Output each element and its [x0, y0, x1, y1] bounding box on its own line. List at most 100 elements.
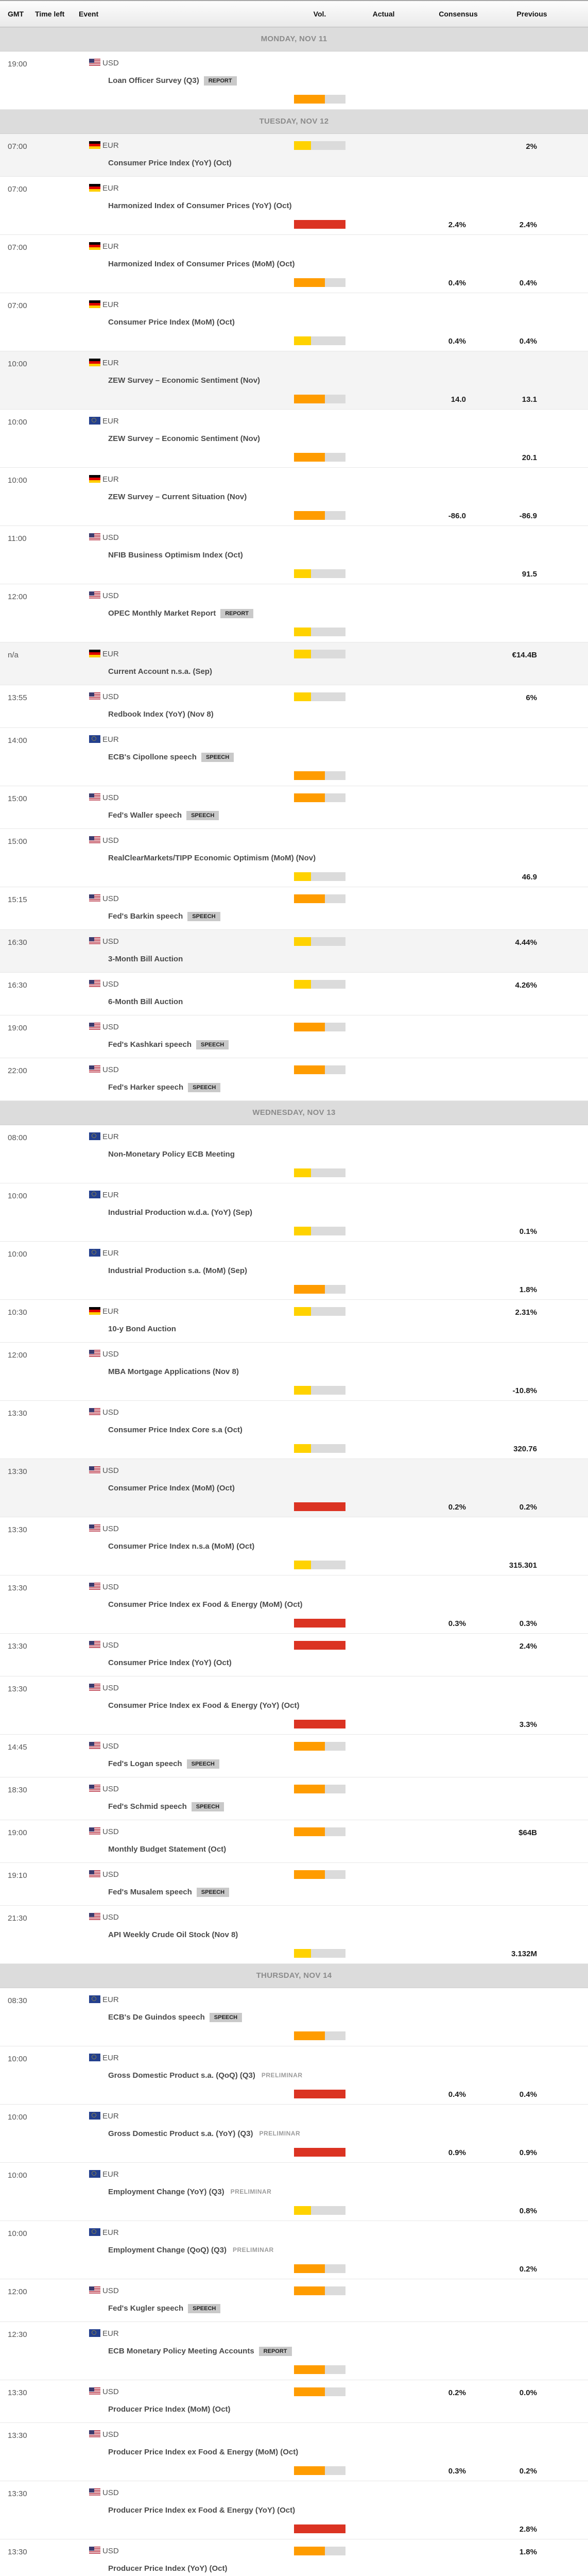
event-time: 13:30 [8, 2388, 27, 2397]
event-row[interactable]: 08:30 EUR ECB's De Guindos speech SPEECH [0, 1988, 588, 2046]
previous-value: 320.76 [513, 1445, 537, 1453]
us-flag-icon [89, 1350, 100, 1358]
event-row[interactable]: 12:00 USD Fed's Kugler speech SPEECH [0, 2279, 588, 2322]
event-currency: EUR [102, 1249, 119, 1258]
event-row[interactable]: 07:00 EUR Consumer Price Index (YoY) (Oct)… [0, 134, 588, 177]
event-time: 19:00 [8, 60, 27, 69]
currency-cell: USD [89, 1742, 119, 1751]
event-row[interactable]: 11:00 USD NFIB Business Optimism Index (Oc… [0, 526, 588, 584]
speech-badge[interactable]: SPEECH [196, 1888, 230, 1897]
event-row[interactable]: 10:00 EUR Industrial Production s.a. (MoM)… [0, 1242, 588, 1300]
event-currency: EUR [102, 141, 119, 150]
event-row[interactable]: 13:30 USD Producer Price Index (MoM) (Oct)… [0, 2380, 588, 2423]
event-row[interactable]: 19:10 USD Fed's Musalem speech SPEECH [0, 1863, 588, 1906]
column-header-actual: Actual [372, 10, 395, 18]
event-row[interactable]: 08:00 EUR Non-Monetary Policy ECB Meeting [0, 1125, 588, 1183]
event-row[interactable]: 13:30 USD Consumer Price Index ex Food & E… [0, 1676, 588, 1735]
currency-cell: USD [89, 1827, 119, 1836]
event-row[interactable]: 16:30 USD 6-Month Bill Auction 4.26% [0, 973, 588, 1015]
report-badge[interactable]: REPORT [258, 2347, 292, 2356]
event-row[interactable]: 13:30 USD Consumer Price Index (YoY) (Oct)… [0, 1634, 588, 1676]
event-title: Industrial Production w.d.a. (YoY) (Sep) [108, 1208, 253, 1217]
event-currency: USD [102, 591, 119, 600]
event-currency: USD [102, 980, 119, 989]
event-row[interactable]: 13:30 USD Producer Price Index ex Food & E… [0, 2423, 588, 2481]
event-row[interactable]: 07:00 EUR Consumer Price Index (MoM) (Oct)… [0, 293, 588, 351]
event-time: 19:00 [8, 1024, 27, 1032]
speech-badge[interactable]: SPEECH [196, 1040, 229, 1049]
event-row[interactable]: 10:00 EUR Gross Domestic Product s.a. (QoQ… [0, 2046, 588, 2105]
event-row[interactable]: 13:55 USD Redbook Index (YoY) (Nov 8) 6% [0, 685, 588, 728]
event-time: 10:00 [8, 360, 27, 368]
event-row[interactable]: n/a EUR Current Account n.s.a. (Sep) €14.4B [0, 642, 588, 685]
event-row[interactable]: 19:00 USD Fed's Kashkari speech SPEECH [0, 1015, 588, 1058]
event-title: Harmonized Index of Consumer Prices (MoM… [108, 260, 295, 268]
speech-badge[interactable]: SPEECH [188, 1083, 221, 1092]
event-row[interactable]: 12:00 USD OPEC Monthly Market Report REPORT [0, 584, 588, 642]
event-title: Fed's Barkin speech [108, 912, 183, 921]
event-row[interactable]: 13:30 USD Consumer Price Index (MoM) (Oct)… [0, 1459, 588, 1517]
event-row[interactable]: 13:30 USD Producer Price Index (YoY) (Oct)… [0, 2539, 588, 2576]
report-badge[interactable]: REPORT [203, 76, 237, 86]
event-currency: USD [102, 533, 119, 542]
event-row[interactable]: 10:00 EUR ZEW Survey – Current Situation (… [0, 468, 588, 526]
volatility-bar [294, 650, 345, 658]
event-row[interactable]: 15:00 USD RealClearMarkets/TIPP Economic O… [0, 829, 588, 887]
event-row[interactable]: 12:30 EUR ECB Monetary Policy Meeting Acco… [0, 2322, 588, 2380]
event-row[interactable]: 10:00 EUR Industrial Production w.d.a. (Yo… [0, 1183, 588, 1242]
speech-badge[interactable]: SPEECH [209, 2013, 243, 2022]
event-row[interactable]: 10:00 EUR Employment Change (YoY) (Q3) PREL… [0, 2163, 588, 2221]
us-flag-icon [89, 2387, 100, 2395]
day-label: MONDAY, NOV 11 [261, 35, 327, 43]
us-flag-icon [89, 793, 100, 801]
event-row[interactable]: 15:00 USD Fed's Waller speech SPEECH [0, 786, 588, 829]
report-badge[interactable]: REPORT [220, 609, 254, 618]
previous-value: €14.4B [512, 651, 537, 659]
speech-badge[interactable]: SPEECH [191, 1802, 224, 1811]
event-title-line: Consumer Price Index n.s.a (MoM) (Oct) [108, 1542, 580, 1551]
volatility-bar [294, 453, 345, 462]
event-title: NFIB Business Optimism Index (Oct) [108, 551, 243, 560]
event-title: Fed's Logan speech [108, 1759, 182, 1768]
event-row[interactable]: 10:00 EUR ZEW Survey – Economic Sentiment … [0, 410, 588, 468]
event-row[interactable]: 13:30 USD Consumer Price Index n.s.a (MoM)… [0, 1517, 588, 1575]
us-flag-icon [89, 1913, 100, 1921]
currency-cell: EUR [89, 475, 119, 484]
volatility-fill [294, 2031, 325, 2040]
event-row[interactable]: 12:00 USD MBA Mortgage Applications (Nov 8… [0, 1343, 588, 1401]
event-currency: USD [102, 59, 119, 67]
event-row[interactable]: 10:00 EUR Gross Domestic Product s.a. (YoY… [0, 2105, 588, 2163]
event-currency: USD [102, 1870, 119, 1879]
event-row[interactable]: 21:30 USD API Weekly Crude Oil Stock (Nov … [0, 1906, 588, 1964]
event-time: 22:00 [8, 1066, 27, 1075]
event-row[interactable]: 13:30 USD Producer Price Index ex Food & E… [0, 2481, 588, 2539]
event-row[interactable]: 10:00 EUR Employment Change (QoQ) (Q3) PREL… [0, 2221, 588, 2279]
event-row[interactable]: 14:45 USD Fed's Logan speech SPEECH [0, 1735, 588, 1777]
event-title: Loan Officer Survey (Q3) [108, 76, 199, 85]
event-row[interactable]: 07:00 EUR Harmonized Index of Consumer Pri… [0, 177, 588, 235]
event-row[interactable]: 14:00 EUR ECB's Cipollone speech SPEECH [0, 728, 588, 786]
event-time: 12:00 [8, 1351, 27, 1360]
event-row[interactable]: 13:30 USD Consumer Price Index ex Food & E… [0, 1575, 588, 1634]
event-row[interactable]: 19:00 USD Monthly Budget Statement (Oct) $6… [0, 1820, 588, 1863]
event-row[interactable]: 16:30 USD 3-Month Bill Auction 4.44% [0, 930, 588, 973]
event-row[interactable]: 18:30 USD Fed's Schmid speech SPEECH [0, 1777, 588, 1820]
event-currency: USD [102, 2286, 119, 2295]
speech-badge[interactable]: SPEECH [188, 2304, 221, 2313]
event-row[interactable]: 15:15 USD Fed's Barkin speech SPEECH [0, 887, 588, 930]
event-row[interactable]: 10:00 EUR ZEW Survey – Economic Sentiment … [0, 351, 588, 410]
event-row[interactable]: 10:30 EUR 10-y Bond Auction 2.31% [0, 1300, 588, 1343]
event-time: 12:00 [8, 2287, 27, 2296]
speech-badge[interactable]: SPEECH [186, 811, 219, 820]
speech-badge[interactable]: SPEECH [201, 753, 234, 762]
event-row[interactable]: 07:00 EUR Harmonized Index of Consumer Pri… [0, 235, 588, 293]
speech-badge[interactable]: SPEECH [187, 912, 220, 921]
event-row[interactable]: 13:30 USD Consumer Price Index Core s.a (O… [0, 1401, 588, 1459]
speech-badge[interactable]: SPEECH [186, 1759, 219, 1769]
event-title: Producer Price Index (MoM) (Oct) [108, 2405, 231, 2414]
column-header-previous: Previous [516, 10, 547, 18]
volatility-bar [294, 2206, 345, 2215]
volatility-fill [294, 1742, 325, 1751]
event-row[interactable]: 22:00 USD Fed's Harker speech SPEECH [0, 1058, 588, 1101]
event-row[interactable]: 19:00 USD Loan Officer Survey (Q3) REPORT [0, 52, 588, 110]
